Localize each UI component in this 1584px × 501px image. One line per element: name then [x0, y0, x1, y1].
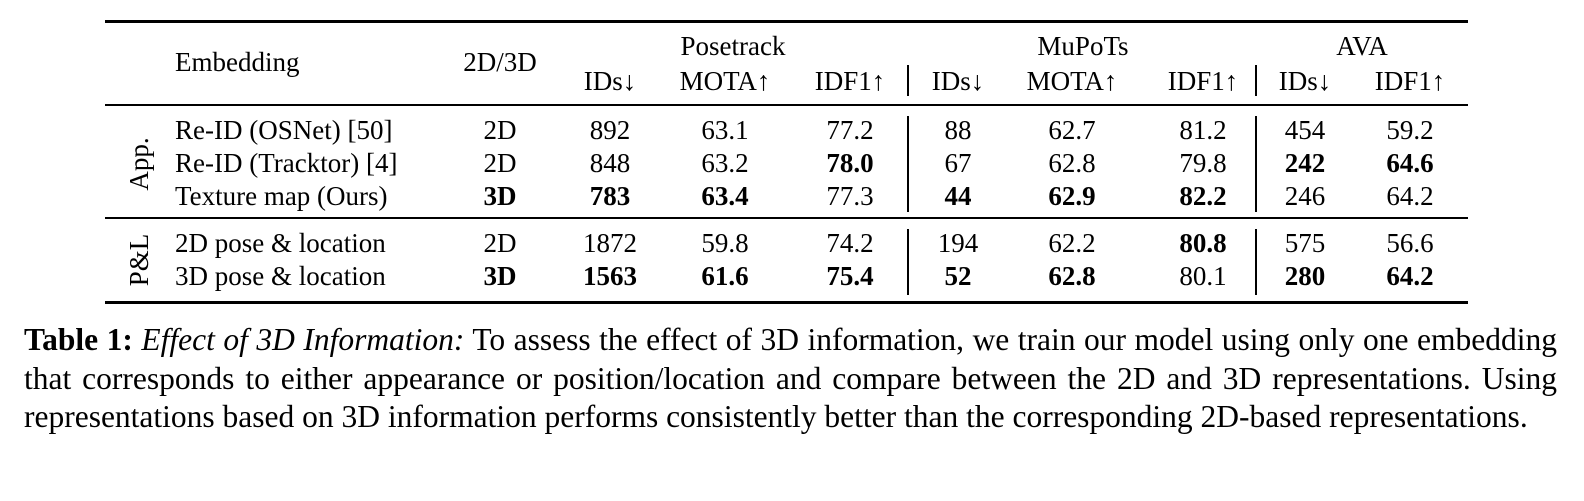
section-rule	[105, 217, 1468, 219]
table-cell: 64.6	[1386, 148, 1434, 178]
table-cell: 77.2	[826, 115, 874, 145]
header-metric: MOTA↑	[1026, 66, 1118, 96]
column-separator	[1255, 116, 1257, 212]
column-separator	[907, 229, 909, 295]
table-cell: 1563	[583, 261, 637, 291]
table-cell: 81.2	[1179, 115, 1227, 145]
caption-label: Table 1:	[24, 322, 133, 357]
table-cell: 1872	[583, 228, 637, 258]
table-cell: 56.6	[1386, 228, 1434, 258]
table-cell: 59.8	[701, 228, 749, 258]
table-cell: 63.1	[701, 115, 749, 145]
table-cell: 80.8	[1179, 228, 1227, 258]
top-rule	[105, 20, 1468, 23]
table-cell: 44	[944, 181, 972, 211]
header-group-posetrack: Posetrack	[680, 31, 786, 61]
bottom-rule	[105, 301, 1468, 304]
table-cell: 783	[589, 181, 631, 211]
table-cell: 52	[944, 261, 972, 291]
row-method-name: Re-ID (OSNet) [50]	[175, 115, 393, 145]
table-cell: 59.2	[1386, 115, 1434, 145]
section-label: P&L	[124, 233, 154, 287]
table-cell: 2D	[483, 228, 517, 258]
table-cell: 280	[1284, 261, 1326, 291]
header-metric: IDF1↑	[1167, 66, 1239, 96]
row-method-name: 3D pose & location	[175, 261, 386, 291]
column-separator	[1255, 229, 1257, 295]
header-group-mupots: MuPoTs	[1037, 31, 1129, 61]
header-dimension: 2D/3D	[463, 47, 537, 77]
table-cell: 848	[589, 148, 631, 178]
table-cell: 63.4	[701, 181, 749, 211]
header-metric: MOTA↑	[679, 66, 771, 96]
table-cell: 194	[937, 228, 979, 258]
header-metric: IDs↓	[1278, 66, 1332, 96]
table-cell: 2D	[483, 148, 517, 178]
table-cell: 79.8	[1179, 148, 1227, 178]
table-cell: 62.9	[1048, 181, 1096, 211]
table-cell: 575	[1284, 228, 1326, 258]
table-cell: 77.3	[826, 181, 874, 211]
table-cell: 62.8	[1048, 261, 1096, 291]
table-cell: 67	[944, 148, 972, 178]
caption-title: Effect of 3D Information:	[141, 322, 465, 357]
row-method-name: Re-ID (Tracktor) [4]	[175, 148, 398, 178]
table-cell: 242	[1284, 148, 1326, 178]
header-rule	[105, 104, 1468, 106]
table-cell: 61.6	[701, 261, 749, 291]
header-metric: IDs↓	[931, 66, 985, 96]
header-group-ava: AVA	[1336, 31, 1388, 61]
header-metric: IDF1↑	[814, 66, 886, 96]
table-cell: 62.2	[1048, 228, 1096, 258]
table-cell: 82.2	[1179, 181, 1227, 211]
table-caption: Table 1: Effect of 3D Information: To as…	[24, 321, 1557, 437]
table-cell: 892	[589, 115, 631, 145]
table-cell: 454	[1284, 115, 1326, 145]
header-embedding: Embedding	[175, 47, 300, 77]
table-cell: 62.7	[1048, 115, 1096, 145]
row-method-name: Texture map (Ours)	[175, 181, 388, 211]
table-cell: 74.2	[826, 228, 874, 258]
table-cell: 64.2	[1386, 181, 1434, 211]
table-cell: 2D	[483, 115, 517, 145]
column-separator	[907, 65, 909, 96]
table-cell: 64.2	[1386, 261, 1434, 291]
table-cell: 62.8	[1048, 148, 1096, 178]
table-cell: 3D	[483, 181, 517, 211]
header-metric: IDs↓	[583, 66, 637, 96]
results-table: Embedding 2D/3D Posetrack MuPoTs AVA IDs…	[105, 20, 1468, 304]
table-cell: 80.1	[1179, 261, 1227, 291]
header-metric: IDF1↑	[1374, 66, 1446, 96]
table-cell: 78.0	[826, 148, 874, 178]
section-label: App.	[124, 137, 154, 191]
table-cell: 246	[1284, 181, 1326, 211]
table-cell: 3D	[483, 261, 517, 291]
table-cell: 88	[944, 115, 972, 145]
row-method-name: 2D pose & location	[175, 228, 386, 258]
table-cell: 63.2	[701, 148, 749, 178]
caption-text: To assess the effect of 3D information, …	[24, 322, 1557, 434]
column-separator	[907, 116, 909, 212]
column-separator	[1255, 65, 1257, 96]
table-cell: 75.4	[826, 261, 874, 291]
